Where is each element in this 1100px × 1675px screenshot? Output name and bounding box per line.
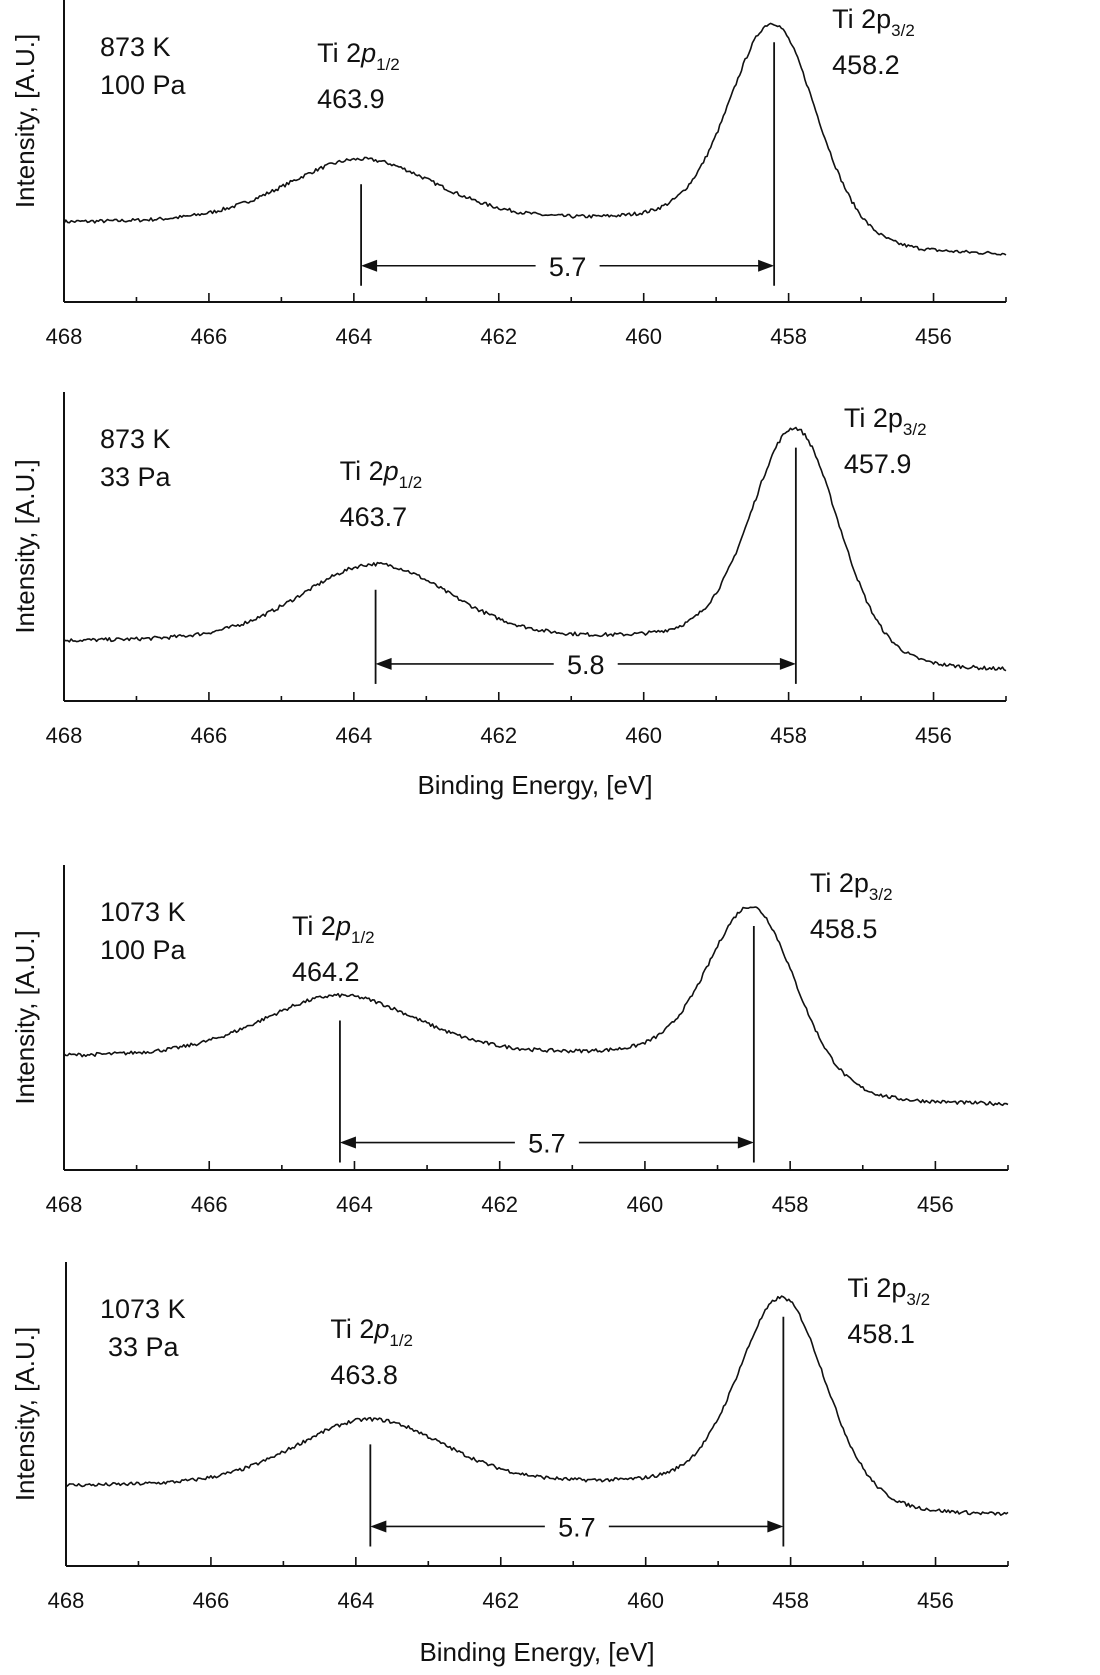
x-tick-label: 462 <box>482 1588 519 1613</box>
x-tick-label: 466 <box>191 1192 228 1217</box>
x-tick-label: 458 <box>770 324 807 349</box>
x-tick-label: 468 <box>46 1192 83 1217</box>
peak-value: 463.7 <box>340 502 408 532</box>
peak-value: 457.9 <box>844 449 912 479</box>
x-axis-label: Binding Energy, [eV] <box>419 1637 654 1667</box>
arrowhead-left <box>375 657 392 670</box>
x-tick-label: 456 <box>917 1192 954 1217</box>
peak-label: Ti 2p3/2 <box>832 4 915 40</box>
condition-label: 1073 K <box>100 1294 186 1324</box>
splitting-label: 5.8 <box>567 650 605 680</box>
x-tick-label: 464 <box>337 1588 374 1613</box>
chart-panel-3: 468 466 464 462 460 458 456 Intensity, [A.U.] 5.… <box>10 865 1009 1217</box>
y-axis-label: Intensity, [A.U.] <box>10 930 40 1104</box>
splitting-label: 5.7 <box>528 1129 566 1159</box>
arrowhead-right <box>779 657 796 670</box>
y-axis-label: Intensity, [A.U.] <box>10 34 40 208</box>
spectrum-line <box>63 426 1007 672</box>
arrowhead-right <box>758 259 775 272</box>
peak-label: Ti 2p3/2 <box>810 868 893 904</box>
x-tick-label: 458 <box>772 1588 809 1613</box>
arrowhead-left <box>361 259 378 272</box>
x-tick-label: 468 <box>46 324 83 349</box>
peak-value: 458.1 <box>847 1319 915 1349</box>
condition-label: 33 Pa <box>100 462 172 492</box>
x-tick-label: 456 <box>917 1588 954 1613</box>
x-tick-label: 466 <box>191 723 228 748</box>
x-tick-label: 466 <box>191 324 228 349</box>
chart-panel-4: 468 466 464 462 460 458 456 Intensity, [A.U.] Bi… <box>10 1262 1009 1667</box>
y-axis-label: Intensity, [A.U.] <box>10 459 40 633</box>
condition-label: 100 Pa <box>100 70 187 100</box>
arrowhead-left <box>370 1520 387 1533</box>
splitting-label: 5.7 <box>549 252 587 282</box>
x-tick-label: 466 <box>193 1588 230 1613</box>
condition-label: 1073 K <box>100 897 186 927</box>
x-tick-label: 458 <box>770 723 807 748</box>
peak-label: Ti 2p1/2 <box>317 38 400 74</box>
arrowhead-left <box>339 1136 356 1149</box>
x-tick-label: 462 <box>480 324 517 349</box>
y-axis-label: Intensity, [A.U.] <box>10 1327 40 1501</box>
spectrum-line <box>65 1295 1009 1516</box>
x-tick-label: 460 <box>627 1588 664 1613</box>
x-axis-label: Binding Energy, [eV] <box>417 770 652 800</box>
peak-value: 463.8 <box>330 1360 398 1390</box>
x-tick-label: 464 <box>335 324 372 349</box>
peak-label: Ti 2p1/2 <box>330 1314 413 1350</box>
peak-value: 464.2 <box>292 957 360 987</box>
peak-value: 458.5 <box>810 914 878 944</box>
spectrum-line <box>63 22 1007 256</box>
chart-panel-2: 468 466 464 462 460 458 456 Intensity, [A.U.] Bi… <box>10 392 1007 800</box>
condition-label: 100 Pa <box>100 935 187 965</box>
spectrum-line <box>63 906 1009 1107</box>
peak-label: Ti 2p1/2 <box>292 911 375 947</box>
peak-value: 458.2 <box>832 50 900 80</box>
x-tick-label: 468 <box>46 723 83 748</box>
arrowhead-right <box>737 1136 754 1149</box>
x-tick-label: 464 <box>335 723 372 748</box>
x-tick-label: 460 <box>625 324 662 349</box>
x-tick-label: 462 <box>480 723 517 748</box>
x-tick-label: 462 <box>481 1192 518 1217</box>
peak-label: Ti 2p1/2 <box>340 456 423 492</box>
x-tick-label: 460 <box>625 723 662 748</box>
x-tick-label: 456 <box>915 723 952 748</box>
condition-label: 873 K <box>100 32 171 62</box>
peak-value: 463.9 <box>317 84 385 114</box>
x-tick-label: 468 <box>48 1588 85 1613</box>
chart-panel-1: 468 466 464 462 460 458 456 Intensity, [A.U.] 5.… <box>10 0 1007 349</box>
arrowhead-right <box>767 1520 784 1533</box>
x-tick-label: 458 <box>772 1192 809 1217</box>
splitting-label: 5.7 <box>558 1512 596 1542</box>
x-tick-label: 460 <box>627 1192 664 1217</box>
peak-label: Ti 2p3/2 <box>847 1273 930 1309</box>
peak-label: Ti 2p3/2 <box>844 403 927 439</box>
x-tick-label: 464 <box>336 1192 373 1217</box>
condition-label: 873 K <box>100 424 171 454</box>
x-tick-label: 456 <box>915 324 952 349</box>
condition-label: 33 Pa <box>108 1332 180 1362</box>
